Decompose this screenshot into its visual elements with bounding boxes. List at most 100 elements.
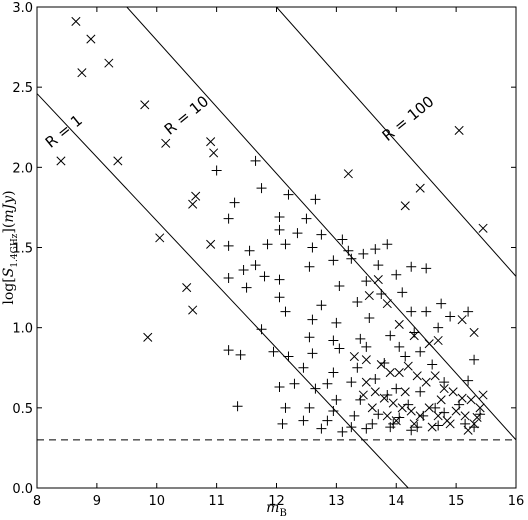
y-tick-label: 1.0 (12, 322, 33, 337)
plus-marker-43 (280, 306, 291, 317)
plus-marker-15 (244, 245, 255, 256)
cross-marker-7 (161, 138, 171, 148)
plus-marker-48 (331, 317, 342, 328)
plus-marker-27 (274, 274, 285, 285)
plus-marker-53 (328, 335, 339, 346)
cross-marker-9 (209, 148, 219, 158)
plus-marker-69 (352, 362, 363, 373)
plus-marker-99 (277, 418, 288, 429)
plus-marker-95 (394, 412, 405, 423)
x-tick-label: 16 (508, 494, 525, 509)
cross-marker-36 (403, 361, 413, 371)
cross-marker-1 (77, 68, 87, 78)
cross-marker-41 (448, 387, 458, 397)
plus-marker-100 (298, 415, 309, 426)
cross-marker-11 (188, 199, 198, 209)
x-tick-label: 12 (268, 494, 285, 509)
plus-marker-84 (331, 394, 342, 405)
plus-marker-90 (280, 402, 291, 413)
plus-marker-4 (310, 194, 321, 205)
cross-marker-2 (86, 34, 96, 44)
cross-marker-58 (382, 411, 392, 421)
plus-marker-114 (469, 422, 480, 433)
cross-marker-68 (436, 395, 446, 405)
cross-marker-43 (466, 395, 476, 405)
cross-marker-15 (188, 305, 198, 315)
plus-marker-58 (268, 346, 279, 357)
cross-marker-62 (445, 419, 455, 429)
cross-marker-32 (361, 355, 371, 365)
cross-marker-12 (155, 233, 165, 243)
plus-marker-111 (361, 423, 372, 434)
plus-marker-62 (361, 341, 372, 352)
plus-marker-29 (223, 272, 234, 283)
plus-marker-86 (382, 390, 393, 401)
plus-marker-66 (235, 349, 246, 360)
plus-marker-63 (394, 341, 405, 352)
plus-marker-106 (433, 420, 444, 431)
plus-marker-80 (415, 386, 426, 397)
cross-marker-61 (427, 422, 437, 432)
cross-marker-67 (400, 387, 410, 397)
plus-marker-7 (274, 212, 285, 223)
plus-marker-10 (292, 228, 303, 239)
data-marks (56, 16, 488, 437)
cross-marker-21 (478, 223, 488, 233)
plus-marker-93 (349, 410, 360, 421)
plus-marker-78 (370, 373, 381, 384)
plus-marker-49 (364, 313, 375, 324)
plus-marker-64 (415, 346, 426, 357)
plus-marker-5 (229, 197, 240, 208)
cross-marker-24 (382, 299, 392, 309)
plus-marker-9 (316, 229, 327, 240)
cross-marker-18 (415, 183, 425, 193)
cross-marker-8 (206, 137, 216, 147)
plus-marker-39 (436, 298, 447, 309)
x-tick-label: 14 (388, 494, 405, 509)
cross-marker-44 (475, 403, 485, 413)
plus-marker-3 (283, 189, 294, 200)
series-plus-markers (211, 155, 486, 437)
cross-marker-40 (439, 384, 449, 394)
reference-line-label-1: R = 1 (42, 111, 86, 151)
plus-marker-110 (337, 426, 348, 437)
plus-marker-103 (367, 418, 378, 429)
plus-marker-0 (211, 165, 222, 176)
plus-marker-41 (463, 306, 474, 317)
cross-marker-14 (182, 283, 192, 293)
plus-marker-31 (304, 261, 315, 272)
cross-marker-35 (394, 368, 404, 378)
plus-marker-32 (334, 280, 345, 291)
plus-marker-24 (328, 255, 339, 266)
plus-marker-21 (343, 245, 354, 256)
cross-marker-23 (364, 291, 374, 301)
plus-marker-35 (406, 261, 417, 272)
y-tick-label: 1.5 (12, 242, 33, 257)
cross-marker-20 (454, 125, 464, 136)
plus-marker-47 (307, 314, 318, 325)
plus-marker-38 (406, 306, 417, 317)
cross-marker-37 (412, 371, 422, 381)
cross-marker-31 (349, 351, 359, 362)
plus-marker-55 (385, 330, 396, 341)
plus-marker-12 (262, 239, 273, 250)
plus-marker-96 (418, 410, 429, 421)
plus-marker-75 (310, 383, 321, 394)
reference-lines (37, 7, 516, 488)
cross-marker-16 (143, 332, 153, 342)
plus-marker-94 (373, 409, 384, 420)
plus-marker-16 (223, 240, 234, 251)
plus-marker-28 (259, 271, 270, 282)
cross-marker-39 (430, 371, 440, 381)
plus-marker-83 (274, 381, 285, 392)
cross-marker-65 (367, 403, 377, 413)
plus-marker-112 (385, 422, 396, 433)
plus-marker-70 (379, 357, 390, 368)
plus-marker-8 (301, 213, 312, 224)
x-tick-label: 13 (328, 494, 345, 509)
cross-marker-28 (433, 335, 443, 346)
cross-marker-13 (206, 239, 216, 249)
plus-marker-105 (412, 422, 423, 433)
